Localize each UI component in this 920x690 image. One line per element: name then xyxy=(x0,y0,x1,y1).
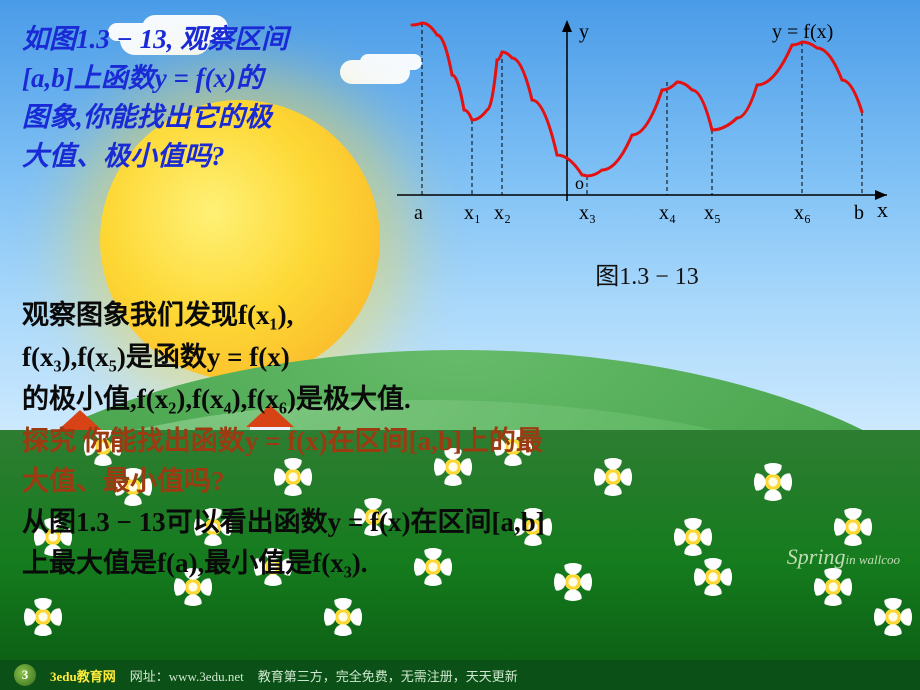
q-line: [a,b]上函数y = f(x)的 xyxy=(22,59,382,98)
obs-line: 的极小值,f(x₂),f(x₄),f(x₆)是极大值. xyxy=(22,379,902,421)
svg-text:b: b xyxy=(854,202,864,224)
svg-text:x₄: x₄ xyxy=(659,202,676,224)
q-line: 图象,你能找出它的极 xyxy=(22,98,382,137)
exp-line: 探究 你能找出函数y = f(x)在区间[a,b]上的最 xyxy=(22,421,902,462)
svg-text:x₅: x₅ xyxy=(704,202,721,224)
q-line: 大值、极小值吗? xyxy=(22,137,382,176)
footer-logo-icon: 3 xyxy=(14,664,36,686)
question-text: 如图1.3 − 13, 观察区间 [a,b]上函数y = f(x)的 图象,你能… xyxy=(22,20,382,177)
conc-line: 上最大值是f(a),最小值是f(x₃). xyxy=(22,543,902,585)
footer-slogan: 教育第三方，完全免费，无需注册，天天更新 xyxy=(258,666,518,685)
footer-brand: 3edu教育网 xyxy=(50,666,116,685)
svg-text:o: o xyxy=(575,173,584,193)
svg-text:a: a xyxy=(414,202,423,224)
svg-text:x₁: x₁ xyxy=(464,202,481,224)
svg-text:y = f(x): y = f(x) xyxy=(772,21,833,43)
slide-content: 如图1.3 − 13, 观察区间 [a,b]上函数y = f(x)的 图象,你能… xyxy=(0,0,920,585)
flower-icon xyxy=(880,604,906,630)
function-chart: y x o y = f(x) a x₁ x₂ x₃ x₄ x₅ x₆ b xyxy=(392,20,892,250)
obs-line: 观察图象我们发现f(x₁), xyxy=(22,295,902,337)
svg-text:y: y xyxy=(579,21,589,43)
observation-text: 观察图象我们发现f(x₁), f(x₃),f(x₅)是函数y = f(x) 的极… xyxy=(22,295,902,421)
chart-svg: y x o y = f(x) a x₁ x₂ x₃ x₄ x₅ x₆ b xyxy=(392,20,892,250)
flower-icon xyxy=(330,604,356,630)
conc-line: 从图1.3 − 13可以看出函数y = f(x)在区间[a,b] xyxy=(22,502,902,544)
obs-line: f(x₃),f(x₅)是函数y = f(x) xyxy=(22,337,902,379)
chart-caption: 图1.3 − 13 xyxy=(392,256,902,291)
svg-text:x₃: x₃ xyxy=(579,202,596,224)
footer-url: 网址：www.3edu.net xyxy=(130,666,244,685)
chart-panel: y x o y = f(x) a x₁ x₂ x₃ x₄ x₅ x₆ b 图1.3 − 13 xyxy=(392,20,902,291)
svg-text:x: x xyxy=(877,197,888,222)
exp-line: 大值、最小值吗? xyxy=(22,461,902,502)
svg-text:x₆: x₆ xyxy=(794,202,811,224)
footer-bar: 3 3edu教育网 网址：www.3edu.net 教育第三方，完全免费，无需注… xyxy=(0,660,920,690)
conclusion-text: 从图1.3 − 13可以看出函数y = f(x)在区间[a,b] 上最大值是f(… xyxy=(22,502,902,586)
flower-icon xyxy=(30,604,56,630)
q-line: 如图1.3 − 13, 观察区间 xyxy=(22,20,382,59)
explore-text: 探究 你能找出函数y = f(x)在区间[a,b]上的最 大值、最小值吗? xyxy=(22,421,902,502)
svg-text:x₂: x₂ xyxy=(494,202,511,224)
